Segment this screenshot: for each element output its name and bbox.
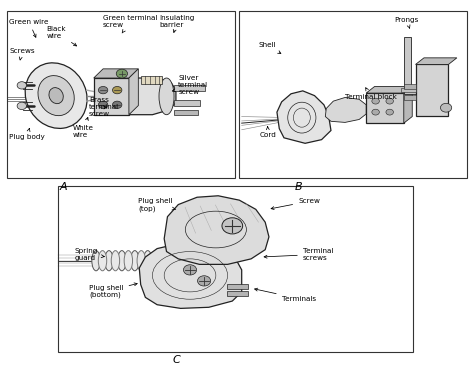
- Text: Cord: Cord: [260, 127, 276, 138]
- Text: Terminals: Terminals: [255, 288, 316, 302]
- Circle shape: [17, 82, 27, 89]
- Bar: [404, 84, 416, 89]
- Bar: [58, 186, 413, 352]
- Circle shape: [112, 86, 122, 94]
- Text: C: C: [172, 355, 180, 365]
- Text: Prongs: Prongs: [394, 17, 419, 28]
- Polygon shape: [325, 98, 366, 122]
- Circle shape: [116, 69, 128, 78]
- Text: Shell: Shell: [258, 42, 281, 53]
- Ellipse shape: [144, 251, 152, 271]
- Ellipse shape: [124, 251, 133, 271]
- Polygon shape: [404, 86, 412, 123]
- Text: B: B: [294, 182, 302, 192]
- Bar: [7, 11, 235, 178]
- Ellipse shape: [137, 251, 146, 271]
- Polygon shape: [129, 69, 138, 115]
- Ellipse shape: [25, 63, 87, 128]
- Polygon shape: [416, 58, 457, 65]
- Text: Insulating
barrier: Insulating barrier: [159, 15, 195, 32]
- Polygon shape: [366, 86, 412, 93]
- Text: Plug body: Plug body: [9, 128, 45, 140]
- Circle shape: [386, 109, 393, 115]
- Bar: [174, 110, 198, 115]
- Ellipse shape: [111, 251, 119, 271]
- Text: Brass
terminal
screw: Brass terminal screw: [89, 98, 119, 118]
- Circle shape: [112, 101, 122, 108]
- Polygon shape: [404, 37, 444, 94]
- Ellipse shape: [118, 251, 126, 271]
- Polygon shape: [277, 91, 331, 143]
- Text: White
wire: White wire: [73, 117, 93, 138]
- Bar: [174, 100, 200, 106]
- Polygon shape: [139, 244, 242, 308]
- Ellipse shape: [131, 251, 139, 271]
- Text: Silver
terminal
screw: Silver terminal screw: [173, 75, 209, 95]
- Polygon shape: [129, 78, 176, 115]
- Ellipse shape: [49, 88, 64, 104]
- Bar: [239, 11, 467, 178]
- Text: Screws: Screws: [9, 48, 35, 60]
- Bar: [366, 93, 404, 123]
- Circle shape: [386, 98, 393, 104]
- Text: Terminal block: Terminal block: [345, 88, 397, 100]
- Polygon shape: [164, 196, 269, 265]
- Text: Plug shell
(top): Plug shell (top): [138, 198, 176, 212]
- Text: Black
wire: Black wire: [47, 26, 77, 46]
- Circle shape: [198, 276, 210, 286]
- Ellipse shape: [38, 76, 74, 116]
- Text: Green wire: Green wire: [9, 19, 49, 37]
- Bar: [404, 95, 416, 100]
- Text: A: A: [59, 182, 67, 192]
- Bar: [141, 76, 162, 83]
- Ellipse shape: [98, 251, 107, 271]
- Text: Green terminal
screw: Green terminal screw: [103, 15, 157, 33]
- Bar: [401, 88, 416, 92]
- Circle shape: [222, 218, 243, 234]
- Ellipse shape: [92, 251, 100, 271]
- Circle shape: [372, 109, 379, 115]
- Polygon shape: [94, 69, 138, 78]
- Bar: [227, 291, 248, 296]
- Text: Spring
guard: Spring guard: [75, 248, 104, 261]
- Bar: [227, 284, 248, 289]
- Bar: [94, 78, 129, 115]
- Circle shape: [372, 98, 379, 104]
- Text: Terminal
screws: Terminal screws: [264, 248, 333, 261]
- Bar: [174, 85, 205, 91]
- Circle shape: [183, 265, 197, 275]
- Text: Screw: Screw: [271, 198, 320, 210]
- Circle shape: [99, 86, 108, 94]
- Circle shape: [440, 104, 452, 112]
- Ellipse shape: [159, 78, 174, 115]
- Ellipse shape: [105, 251, 113, 271]
- Circle shape: [17, 102, 27, 109]
- Circle shape: [99, 101, 108, 108]
- Bar: [416, 65, 448, 116]
- Text: Plug shell
(bottom): Plug shell (bottom): [89, 283, 137, 298]
